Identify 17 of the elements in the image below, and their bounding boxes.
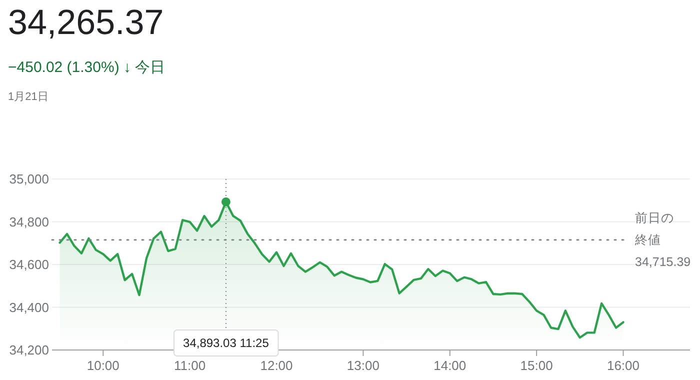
y-tick-label: 34,800 <box>9 214 49 230</box>
ref-line-label: 前日の終値 34,715.39 <box>634 210 691 269</box>
y-tick-label: 35,000 <box>9 172 49 186</box>
x-tick-label: 12:00 <box>260 358 293 373</box>
annotation: 34,893.03 11:25 <box>183 336 270 350</box>
chart-subtitle: −450.02 (1.30%) ↓ 今日 <box>8 59 166 76</box>
chart-title: 34,265.37 <box>8 3 164 42</box>
y-tick-label: 34,600 <box>9 257 49 272</box>
x-tick-label: 15:00 <box>520 358 553 373</box>
x-tick-label: 13:00 <box>346 358 380 373</box>
y-tick-label: 34,400 <box>9 300 49 315</box>
x-tick-label: 10:00 <box>86 358 120 373</box>
x-tick-label: 14:00 <box>434 358 466 373</box>
x-tick-label: 16:00 <box>606 358 640 373</box>
text: 1月21日 <box>8 91 48 103</box>
y-tick-label: 34,200 <box>9 342 49 358</box>
x-tick-label: 11:00 <box>174 358 206 373</box>
